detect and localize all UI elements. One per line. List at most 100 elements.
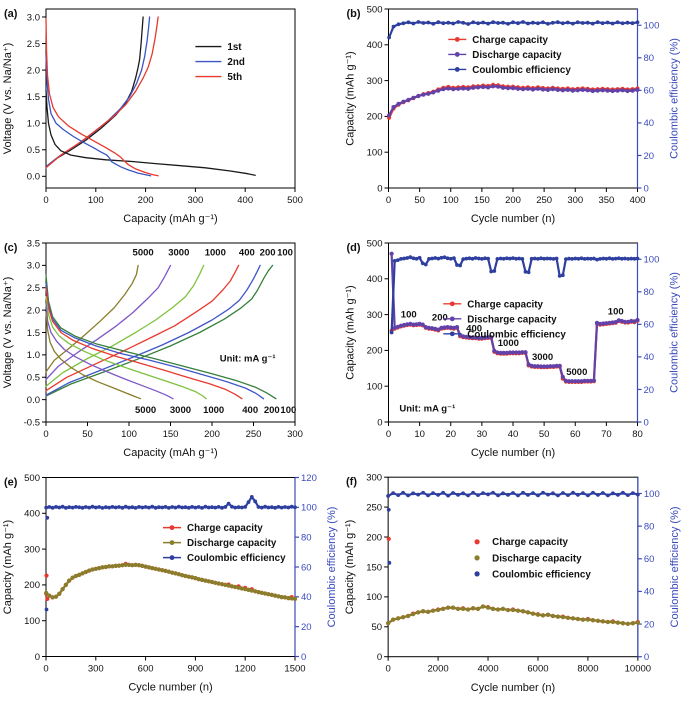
annotation: 200 [264, 405, 280, 416]
chart-svg-(e): 0 300 600 900 1200 15000100200300400500020406… [2, 473, 338, 694]
annotation: Unit: mA g⁻¹ [399, 403, 455, 414]
annotation: 100 [277, 248, 293, 259]
y-tick-label: 200 [367, 112, 383, 123]
panel-e-cycling-1500: 0 300 600 900 1200 1500 0 100 200 300 400 500 0 20 40 6… [0, 468, 342, 703]
annotation: 5000 [133, 248, 154, 259]
x-tick-label: 2000 [427, 664, 448, 675]
series-charge-capacity [44, 561, 298, 601]
chart-svg-(f): 0 2000 4000 6000 8000 10000050100150200250300… [344, 472, 681, 693]
y2-tick-label: 80 [644, 521, 655, 532]
y2-tick-label: 40 [301, 592, 312, 603]
series-1000-discharge [45, 296, 207, 400]
series-discharge-capacity [387, 84, 640, 118]
y-tick-label: 2.5 [27, 39, 40, 50]
series-coulombic-efficiency [389, 255, 640, 335]
series-coulombic-efficiency [44, 495, 297, 510]
y-tick-label: 500 [24, 473, 40, 484]
x-tick-label: 250 [246, 429, 262, 440]
y-tick-label: 500 [367, 238, 383, 249]
series-2nd-discharge [45, 54, 152, 177]
y-axis-label: Capacity (mAh g⁻¹) [345, 285, 357, 379]
y-tick-label: 400 [367, 274, 383, 285]
y-tick-label: 100 [24, 616, 40, 627]
x-tick-label: 1500 [284, 664, 305, 675]
series-discharge-capacity [44, 562, 298, 601]
x-axis-label: Cycle number (n) [128, 682, 212, 694]
series-first-cycle-charge-point [386, 536, 391, 541]
y-tick-label: 50 [372, 622, 383, 633]
x-tick-label: 40 [508, 429, 519, 440]
x-tick-label: 50 [539, 429, 550, 440]
y-axis-label: Voltage (V vs. Na/Na⁺) [2, 277, 14, 389]
panel-d-rate-capability: 0 10 20 30 40 50 60 70 80 0 100 200 300 400 500 0 20 40 60… [342, 234, 685, 468]
y2-tick-label: 0 [644, 417, 649, 428]
x-tick-label: 80 [632, 429, 643, 440]
y-tick-label: 1.0 [27, 118, 40, 129]
y2-axis-label: Coulombic efficiency (%) [669, 506, 681, 627]
panel-c-rate-voltage-profiles: 0 50 100 150 200 250 300 -0.5 0.0 0.5 1.0 1.5 2.0 2.5… [0, 234, 342, 468]
y-tick-label: 500 [367, 4, 383, 15]
x-tick-label: 400 [630, 195, 646, 206]
y-tick-label: 1.5 [27, 92, 40, 103]
x-tick-label: 250 [536, 195, 552, 206]
legend: Charge capacity Discharge capacity Coulomb… [448, 35, 571, 76]
y-axis-label: Capacity (mAh g⁻¹) [345, 51, 357, 145]
y-tick-label: 0.5 [27, 145, 40, 156]
chart-svg-(d): 0 10 20 30 40 50 60 70 8001002003004005000204060… [345, 238, 681, 459]
x-tick-label: 100 [121, 429, 137, 440]
x-tick-label: 6000 [527, 664, 548, 675]
legend-label: Charge capacity [187, 523, 263, 534]
panel-letter: (c) [4, 242, 18, 254]
x-tick-label: 1200 [235, 664, 256, 675]
series-1000-charge [45, 264, 205, 387]
series-3000-discharge [45, 302, 174, 400]
legend: 1st 2nd 5th [195, 42, 245, 83]
x-tick-label: 60 [570, 429, 581, 440]
y-axis-label: Capacity (mAh g⁻¹) [344, 520, 356, 615]
legend: Charge capacity Discharge capacity Coulomb… [163, 523, 286, 564]
panel-b-cycling-400: 0 50 100 150 200 250 300 350 400 0 100 200 300 400 500… [342, 0, 685, 234]
series-1st-discharge [45, 89, 256, 176]
y2-axis-label: Coulombic efficiency (%) [669, 38, 681, 159]
y2-axis-label: Coulombic efficiency (%) [669, 272, 681, 393]
legend-label: Coulombic efficiency [472, 65, 571, 76]
y-axis-label: Capacity (mAh g⁻¹) [2, 520, 14, 614]
x-tick-label: 300 [567, 195, 583, 206]
panel-letter: (f) [346, 476, 357, 488]
panel-f-cycling-10000: 0 2000 4000 6000 8000 10000 0 50 100 150 200 250 300… [342, 468, 685, 703]
x-tick-label: 900 [187, 664, 203, 675]
y2-tick-label: 20 [644, 151, 655, 162]
y-tick-label: 1.0 [27, 350, 40, 361]
legend-label: Discharge capacity [492, 553, 582, 564]
legend-label: 5th [227, 72, 242, 83]
annotation: 1000 [205, 248, 226, 259]
y2-tick-label: 100 [301, 503, 317, 514]
y-tick-label: 0 [377, 183, 382, 194]
y-tick-label: 250 [366, 502, 382, 513]
series-first-cycle-efficiency-points [44, 515, 50, 612]
y-tick-label: 2.0 [27, 305, 40, 316]
y-tick-label: 0 [35, 652, 40, 663]
x-tick-label: 200 [138, 195, 154, 206]
annotation: 200 [260, 248, 276, 259]
y-tick-label: 300 [24, 544, 40, 555]
panel-a-voltage-profiles: 0 100 200 300 400 500 0.0 0.5 1.0 1.5 2.0 2.5 3.0 Cap… [0, 0, 342, 234]
legend: Charge capacity Discharge capacity Coulomb… [474, 537, 591, 580]
x-tick-label: 10 [414, 429, 425, 440]
annotation: 3000 [532, 352, 553, 363]
y-tick-label: 300 [367, 310, 383, 321]
x-tick-label: 0 [43, 664, 48, 675]
x-tick-label: 20 [445, 429, 456, 440]
y-tick-label: 3.0 [27, 12, 40, 23]
y-tick-label: 100 [367, 382, 383, 393]
y-tick-label: 100 [367, 148, 383, 159]
y-tick-label: 0.5 [27, 373, 40, 384]
y-tick-label: 200 [367, 346, 383, 357]
legend-label: Coulombic efficiency [467, 329, 566, 340]
series-400-charge [45, 264, 240, 392]
series-5000-charge [45, 264, 139, 373]
annotation: Unit: mA g⁻¹ [220, 354, 276, 365]
x-tick-label: 500 [287, 195, 303, 206]
panel-letter: (d) [347, 242, 361, 254]
